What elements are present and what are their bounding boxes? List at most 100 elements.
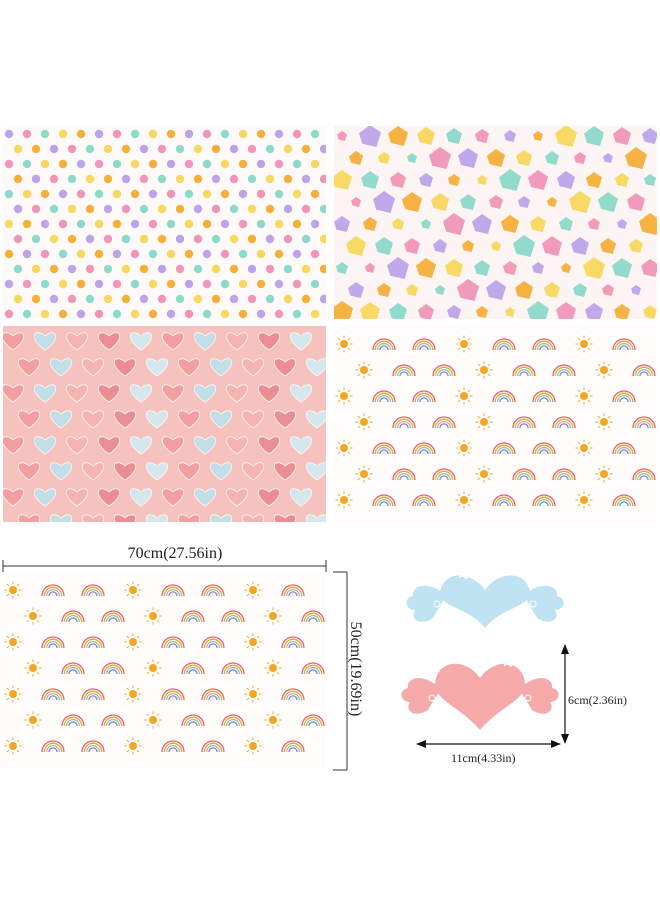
dot [139,204,149,214]
heart-shape [226,436,248,455]
dot [166,129,176,139]
sun-icon [355,361,373,379]
confetti-piece [627,193,645,211]
confetti-piece [642,128,657,144]
rainbow-icon [41,584,65,597]
rainbow-icon [512,416,536,429]
heart-shape [162,384,184,403]
confetti-piece [614,304,630,319]
sun-icon [124,685,142,703]
dot [157,234,167,244]
dot [310,249,320,259]
confetti-piece [359,126,381,147]
confetti-piece [351,197,361,207]
dot [49,174,59,184]
dot [13,174,23,184]
dot [229,144,239,154]
confetti-piece [527,301,549,319]
dot [157,204,167,214]
heart-shape [114,410,136,429]
sun-icon [575,335,593,353]
dot [319,174,326,184]
sun-icon [144,711,162,729]
dot [256,249,266,259]
dot [121,144,131,154]
rainbow-icon [281,636,305,649]
dot [211,144,221,154]
dot [247,174,257,184]
dot [301,264,311,274]
rainbow-icon [552,364,576,377]
dot [76,279,86,289]
dot [274,249,284,259]
heart-shape [114,358,136,377]
dot [229,204,239,214]
heart-shape [98,436,120,455]
dot [175,174,185,184]
confetti-piece [518,196,530,208]
heart-shape [130,488,152,507]
confetti-piece [545,151,559,165]
sun-icon [455,387,473,405]
dot [184,279,194,289]
heart-shape [50,410,72,429]
heart-shape [66,488,88,507]
dot [301,174,311,184]
heart-shape [290,384,312,403]
sun-icon [144,659,162,677]
rainbow-icon [201,584,225,597]
sheet-height-label: 50cm(19.69in) [347,621,364,717]
rainbow-pattern [335,335,656,509]
dot [319,294,326,304]
rainbow-icon [532,442,556,455]
dot [130,309,140,319]
dot [49,234,59,244]
dot [31,294,41,304]
confetti-piece [406,284,418,296]
sun-icon [475,465,493,483]
confetti-piece [475,129,489,143]
sun-icon [264,659,282,677]
dot [121,294,131,304]
heart-shape [242,410,264,429]
heart-shape [258,332,280,351]
heart-shape [306,410,326,429]
confetti-piece [334,170,352,190]
dot [202,219,212,229]
confetti-piece [503,261,517,275]
heart-shape [290,332,312,351]
dot [112,309,122,319]
dot [85,264,95,274]
rainbow-icon [412,494,436,507]
confetti-piece [416,258,436,278]
dot [112,279,122,289]
dot [148,249,158,259]
dot [49,264,59,274]
rainbow-icon [301,610,325,623]
rainbow-icon [181,610,205,623]
dot [58,279,68,289]
heart-shape [50,462,72,481]
dot [247,204,257,214]
confetti-piece [392,218,404,230]
rainbow-icon [392,416,416,429]
dot [193,144,203,154]
heart-shape [114,514,136,522]
dot [148,189,158,199]
heart-shape [146,462,168,481]
dot [301,234,311,244]
heart-shape [194,436,216,455]
sun-icon [575,439,593,457]
dot [283,294,293,304]
dot [211,234,221,244]
heart-shape [226,488,248,507]
dot [265,204,275,214]
dot [94,129,104,139]
heart-shape [34,436,56,455]
confetti-piece [631,285,641,295]
dot [121,234,131,244]
rainbow-icon [41,688,65,701]
dot [157,264,167,274]
dot [274,159,284,169]
confetti-piece [421,219,431,229]
